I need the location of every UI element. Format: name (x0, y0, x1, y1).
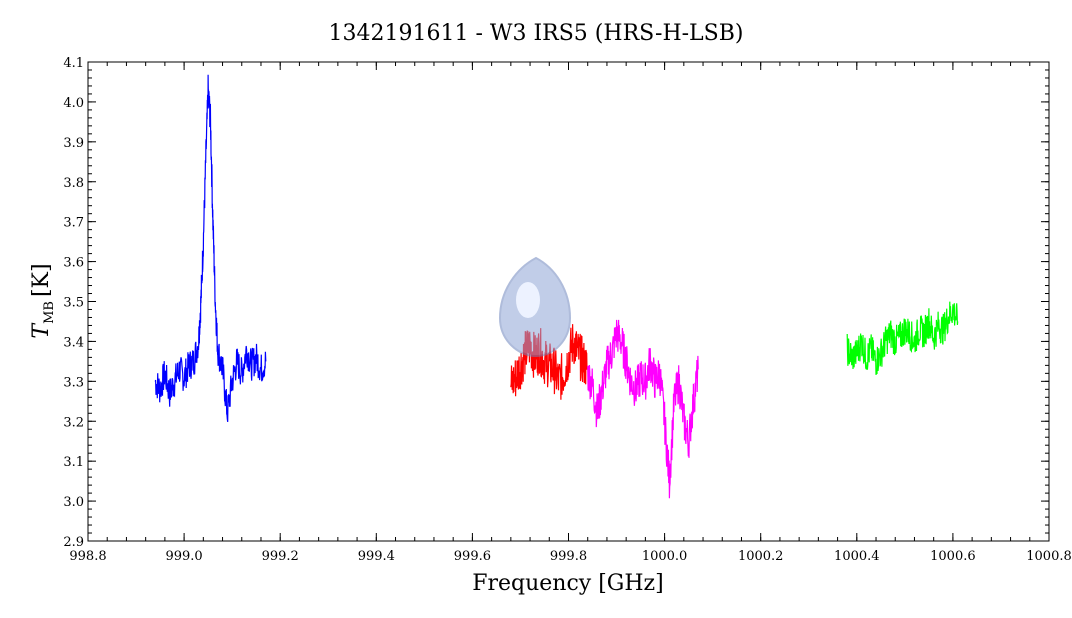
y-axis-label-symbol: T (29, 322, 54, 339)
y-axis-label-unit: [K] (29, 263, 54, 297)
x-axis-label: Frequency [GHz] (472, 571, 664, 596)
y-tick-label: 3.7 (63, 216, 84, 231)
y-axis-label: TMB [K] (29, 263, 57, 338)
x-tick-label: 999.6 (454, 549, 491, 564)
y-tick-label: 2.9 (63, 535, 84, 550)
watermark-logo (498, 256, 572, 358)
axis-ticks: 998.8 999.0 999.2 999.4 999.6 999.8 1000.0 1000… (63, 56, 1071, 564)
x-tick-label: 1000.8 (1026, 549, 1072, 564)
x-tick-label: 998.8 (69, 549, 106, 564)
y-tick-label: 3.2 (63, 415, 84, 430)
series-line (587, 319, 699, 499)
y-tick-label: 3.5 (63, 296, 84, 311)
y-tick-label: 3.4 (63, 335, 84, 350)
y-tick-label: 3.0 (63, 495, 84, 510)
series-line (154, 74, 267, 422)
y-tick-label: 3.8 (63, 176, 84, 191)
y-axis-label-subscript: MB (42, 301, 57, 324)
x-tick-label: 1000.2 (738, 549, 784, 564)
svg-text:TMB[K]: TMB [K] (29, 263, 57, 338)
y-tick-label: 4.0 (63, 96, 84, 111)
x-tick-label: 1000.6 (930, 549, 976, 564)
y-tick-label: 3.6 (63, 256, 84, 271)
y-tick-label: 4.1 (63, 56, 84, 71)
x-tick-label: 999.4 (358, 549, 395, 564)
series-line (846, 301, 959, 376)
y-tick-label: 3.9 (63, 136, 84, 151)
x-tick-label: 1000.0 (642, 549, 688, 564)
y-tick-label: 3.3 (63, 375, 84, 390)
x-tick-label: 999.8 (550, 549, 587, 564)
x-tick-label: 999.0 (165, 549, 202, 564)
x-tick-label: 999.2 (262, 549, 299, 564)
chart-title: 1342191611 - W3 IRS5 (HRS-H-LSB) (328, 21, 743, 46)
x-tick-label: 1000.4 (834, 549, 880, 564)
y-tick-label: 3.1 (63, 455, 84, 470)
